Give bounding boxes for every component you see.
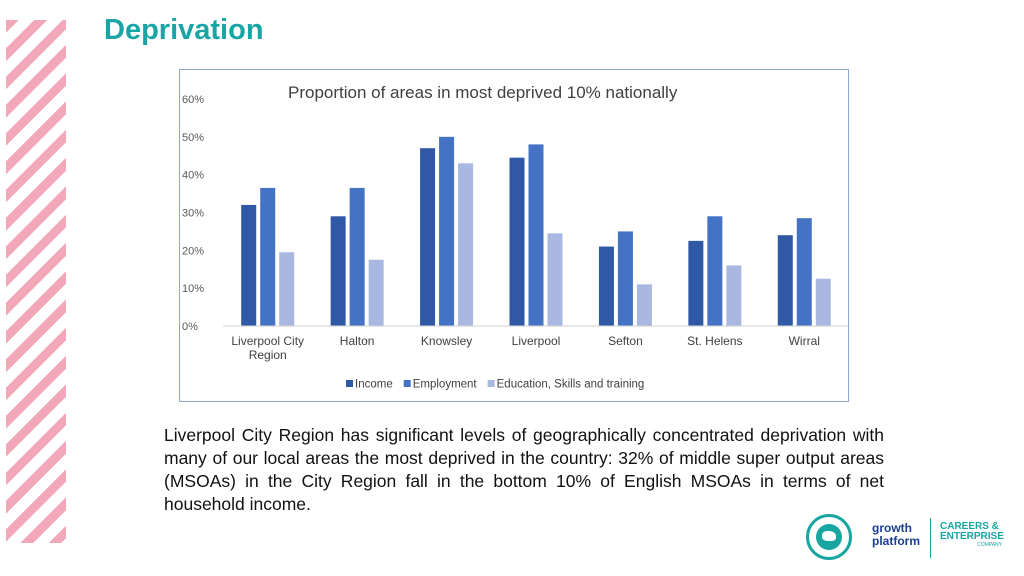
bar xyxy=(726,265,742,326)
decorative-stripes xyxy=(6,20,66,543)
bar xyxy=(598,246,614,326)
legend-label: Education, Skills and training xyxy=(497,379,645,391)
careers-enterprise-logo: CAREERS & ENTERPRISE COMPANY xyxy=(940,521,1004,556)
footer-logos: growth platform CAREERS & ENTERPRISE COM… xyxy=(806,514,1006,562)
x-tick-label: Region xyxy=(249,348,287,362)
y-tick-label: 0% xyxy=(182,321,198,333)
careers-enterprise-logo-line-1: CAREERS & xyxy=(940,521,999,532)
y-tick-label: 20% xyxy=(182,245,204,257)
careers-enterprise-logo-line-2: ENTERPRISE xyxy=(940,531,1004,542)
y-tick-label: 50% xyxy=(182,132,204,144)
bar xyxy=(241,204,257,326)
bar xyxy=(420,148,436,326)
y-tick-labels: 0% 10% 20% 30% 40% 50% 60% xyxy=(182,94,204,333)
bars xyxy=(241,136,831,326)
bar xyxy=(260,187,276,326)
legend-swatch xyxy=(403,380,411,387)
bar xyxy=(777,235,793,326)
bar xyxy=(636,284,652,326)
legend: Income Employment Education, Skills and tr… xyxy=(346,379,644,391)
logo-divider xyxy=(930,518,931,558)
bar xyxy=(617,231,633,326)
x-tick-label: Sefton xyxy=(608,334,643,348)
bar xyxy=(688,240,704,326)
x-tick-label: Liverpool City xyxy=(231,334,304,348)
bar-chart: 0% 10% 20% 30% 40% 50% 60% Liverpool CityRegio… xyxy=(182,83,848,391)
y-tick-label: 10% xyxy=(182,283,204,295)
x-tick-label: St. Helens xyxy=(687,334,742,348)
y-tick-label: 30% xyxy=(182,208,204,220)
growth-platform-logo-line-2: platform xyxy=(872,534,920,548)
x-tick-label: Wirral xyxy=(789,334,820,348)
bar xyxy=(279,252,295,326)
growth-platform-logo-line-1: growth xyxy=(872,521,912,535)
legend-swatch xyxy=(346,380,353,387)
bar xyxy=(330,216,346,326)
bar xyxy=(815,278,831,326)
bar xyxy=(349,187,365,326)
x-tick-label: Knowsley xyxy=(421,334,472,348)
bar xyxy=(368,259,384,326)
bar xyxy=(707,216,723,326)
bar xyxy=(509,157,525,326)
bar xyxy=(528,144,544,326)
growth-platform-logo: growth platform xyxy=(872,522,928,554)
y-tick-label: 60% xyxy=(182,94,204,106)
page-title: Deprivation xyxy=(104,14,264,46)
chart-title: Proportion of areas in most deprived 10%… xyxy=(288,83,678,102)
seal-emblem-icon xyxy=(816,524,842,550)
city-region-seal-logo xyxy=(806,514,852,560)
chart-frame: 0% 10% 20% 30% 40% 50% 60% Liverpool City Regio… xyxy=(179,69,849,402)
careers-enterprise-logo-line-3: COMPANY xyxy=(977,542,1002,548)
x-tick-label: Halton xyxy=(340,334,375,348)
bar xyxy=(796,218,812,326)
legend-label: Employment xyxy=(413,379,478,391)
body-paragraph: Liverpool City Region has significant le… xyxy=(164,425,884,514)
y-tick-label: 40% xyxy=(182,170,204,182)
legend-label: Income xyxy=(355,379,393,391)
x-tick-label: Liverpool xyxy=(512,334,561,348)
bar xyxy=(547,233,563,326)
legend-swatch xyxy=(487,380,495,387)
bar xyxy=(458,163,474,326)
bar xyxy=(439,136,455,326)
